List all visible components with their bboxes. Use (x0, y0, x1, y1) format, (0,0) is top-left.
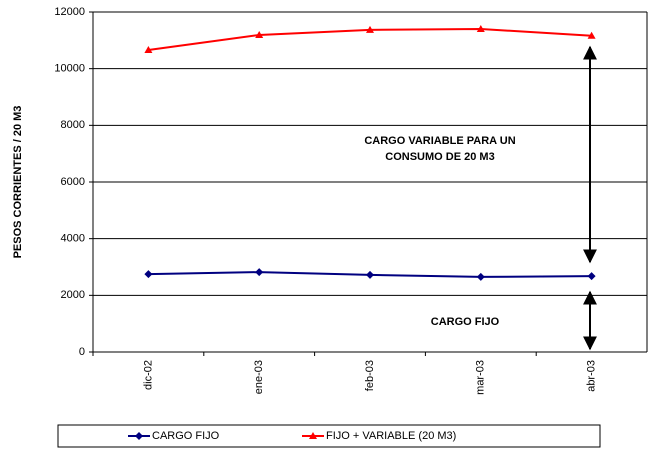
x-tick-label: abr-03 (586, 360, 598, 392)
annotation: CONSUMO DE 20 M3 (385, 151, 494, 163)
y-tick-label: 6000 (61, 176, 85, 188)
y-tick-label: 4000 (61, 233, 85, 245)
point (135, 432, 143, 440)
point (587, 31, 596, 39)
point (476, 25, 485, 32)
x-tick-label: mar-03 (475, 360, 487, 395)
legend-box (57, 424, 601, 448)
point (476, 272, 485, 281)
point (309, 432, 317, 439)
legend-label: FIJO + VARIABLE (20 M3) (326, 430, 456, 442)
y-tick-label: 8000 (61, 119, 85, 131)
point (255, 268, 264, 277)
y-tick-label: 2000 (61, 289, 85, 301)
x-tick-label: ene-03 (253, 360, 265, 394)
x-tick-label: feb-03 (364, 360, 376, 391)
annotation: CARGO FIJO (431, 316, 500, 328)
point (144, 45, 153, 53)
point (144, 270, 153, 279)
point (255, 30, 264, 38)
y-tick-label: 0 (79, 346, 85, 358)
point (366, 270, 374, 279)
point (587, 272, 596, 281)
point (366, 25, 374, 33)
y-tick-label: 10000 (54, 63, 85, 75)
x-tick-label: dic-02 (142, 360, 154, 390)
y-tick-label: 12000 (54, 6, 85, 18)
legend-label: CARGO FIJO (152, 430, 220, 442)
y-axis-title: PESOS CORRIENTES / 20 M3 (12, 106, 24, 259)
annotation: CARGO VARIABLE PARA UN (364, 135, 515, 147)
